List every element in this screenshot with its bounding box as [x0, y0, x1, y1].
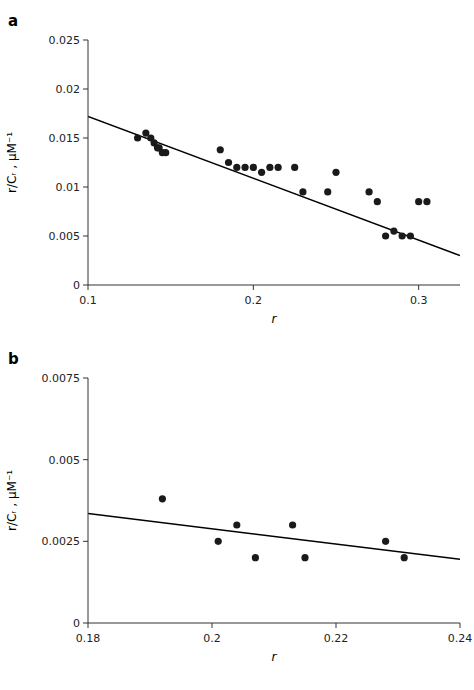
- scatter-point: [365, 188, 372, 195]
- scatter-point: [289, 521, 296, 528]
- scatter-point: [299, 188, 306, 195]
- scatter-point: [159, 495, 166, 502]
- y-tick: [83, 623, 88, 624]
- x-tick: [88, 623, 89, 628]
- x-tick-label: 0.24: [448, 632, 473, 645]
- y-tick-label: 0: [73, 279, 80, 292]
- y-tick: [83, 187, 88, 188]
- scatter-point: [241, 164, 248, 171]
- scatter-point: [401, 554, 408, 561]
- x-axis-label: r: [272, 312, 278, 326]
- scatter-point: [233, 164, 240, 171]
- scatter-point: [332, 169, 339, 176]
- scatter-point: [266, 164, 273, 171]
- scatter-point: [291, 164, 298, 171]
- y-axis-label: r/Cᵣ , μM⁻¹: [5, 132, 19, 193]
- figure: a 0.1 0.2 0.3 0 0.005 0.01 0.015 0.02 0.025 r r/Cᵣ …: [0, 0, 474, 690]
- panel-label: a: [8, 12, 18, 30]
- scatter-point: [225, 159, 232, 166]
- y-tick-label: 0.0075: [42, 372, 81, 385]
- scatter-point: [252, 554, 259, 561]
- scatter-point: [374, 198, 381, 205]
- scatter-point: [382, 538, 389, 545]
- y-tick-label: 0.015: [49, 132, 81, 145]
- regression-line: [88, 116, 460, 255]
- y-tick-label: 0: [73, 617, 80, 630]
- scatter-point: [162, 149, 169, 156]
- panel: b 0.18 0.2 0.22 0.24 0 0.0025 0.005 0.0075 r r/Cᵣ …: [5, 350, 472, 664]
- x-tick-label: 0.18: [76, 632, 101, 645]
- x-tick-label: 0.2: [245, 294, 263, 307]
- x-tick: [460, 623, 461, 628]
- x-axis-line: [88, 285, 460, 286]
- scatter-point: [399, 232, 406, 239]
- scatter-point: [275, 164, 282, 171]
- scatter-point: [301, 554, 308, 561]
- y-tick: [83, 138, 88, 139]
- x-tick-label: 0.1: [79, 294, 97, 307]
- y-tick: [83, 236, 88, 237]
- scatter-point: [134, 134, 141, 141]
- y-tick: [83, 89, 88, 90]
- scatter-point: [233, 521, 240, 528]
- x-tick: [418, 285, 419, 290]
- x-tick-label: 0.22: [324, 632, 349, 645]
- x-tick-label: 0.3: [410, 294, 428, 307]
- y-tick-label: 0.02: [56, 83, 81, 96]
- y-tick-label: 0.025: [49, 34, 81, 47]
- scatter-point: [250, 164, 257, 171]
- scatter-point: [390, 228, 397, 235]
- panel: a 0.1 0.2 0.3 0 0.005 0.01 0.015 0.02 0.025 r r/Cᵣ …: [5, 12, 460, 326]
- y-axis-line: [88, 378, 89, 623]
- scatter-point: [258, 169, 265, 176]
- scatter-point: [407, 232, 414, 239]
- scatter-point: [382, 232, 389, 239]
- y-tick-label: 0.005: [49, 454, 81, 467]
- scatter-point: [415, 198, 422, 205]
- y-tick: [83, 285, 88, 286]
- regression-line: [88, 514, 460, 560]
- panel-label: b: [8, 350, 19, 368]
- y-axis-line: [88, 40, 89, 285]
- x-tick: [212, 623, 213, 628]
- plot-area: [88, 495, 460, 561]
- y-axis-label: r/Cᵣ , μM⁻¹: [5, 470, 19, 531]
- scatter-point: [324, 188, 331, 195]
- y-tick-label: 0.005: [49, 230, 81, 243]
- y-tick: [83, 541, 88, 542]
- x-tick: [336, 623, 337, 628]
- y-tick-label: 0.0025: [42, 535, 81, 548]
- plot-area: [88, 116, 460, 255]
- x-tick-label: 0.2: [203, 632, 221, 645]
- x-axis-line: [88, 623, 460, 624]
- y-tick: [83, 378, 88, 379]
- y-tick-label: 0.01: [56, 181, 81, 194]
- y-tick: [83, 459, 88, 460]
- scatter-point: [423, 198, 430, 205]
- x-tick: [253, 285, 254, 290]
- y-tick: [83, 40, 88, 41]
- scatter-point: [215, 538, 222, 545]
- scatter-point: [217, 146, 224, 153]
- x-tick: [88, 285, 89, 290]
- x-axis-label: r: [272, 650, 278, 664]
